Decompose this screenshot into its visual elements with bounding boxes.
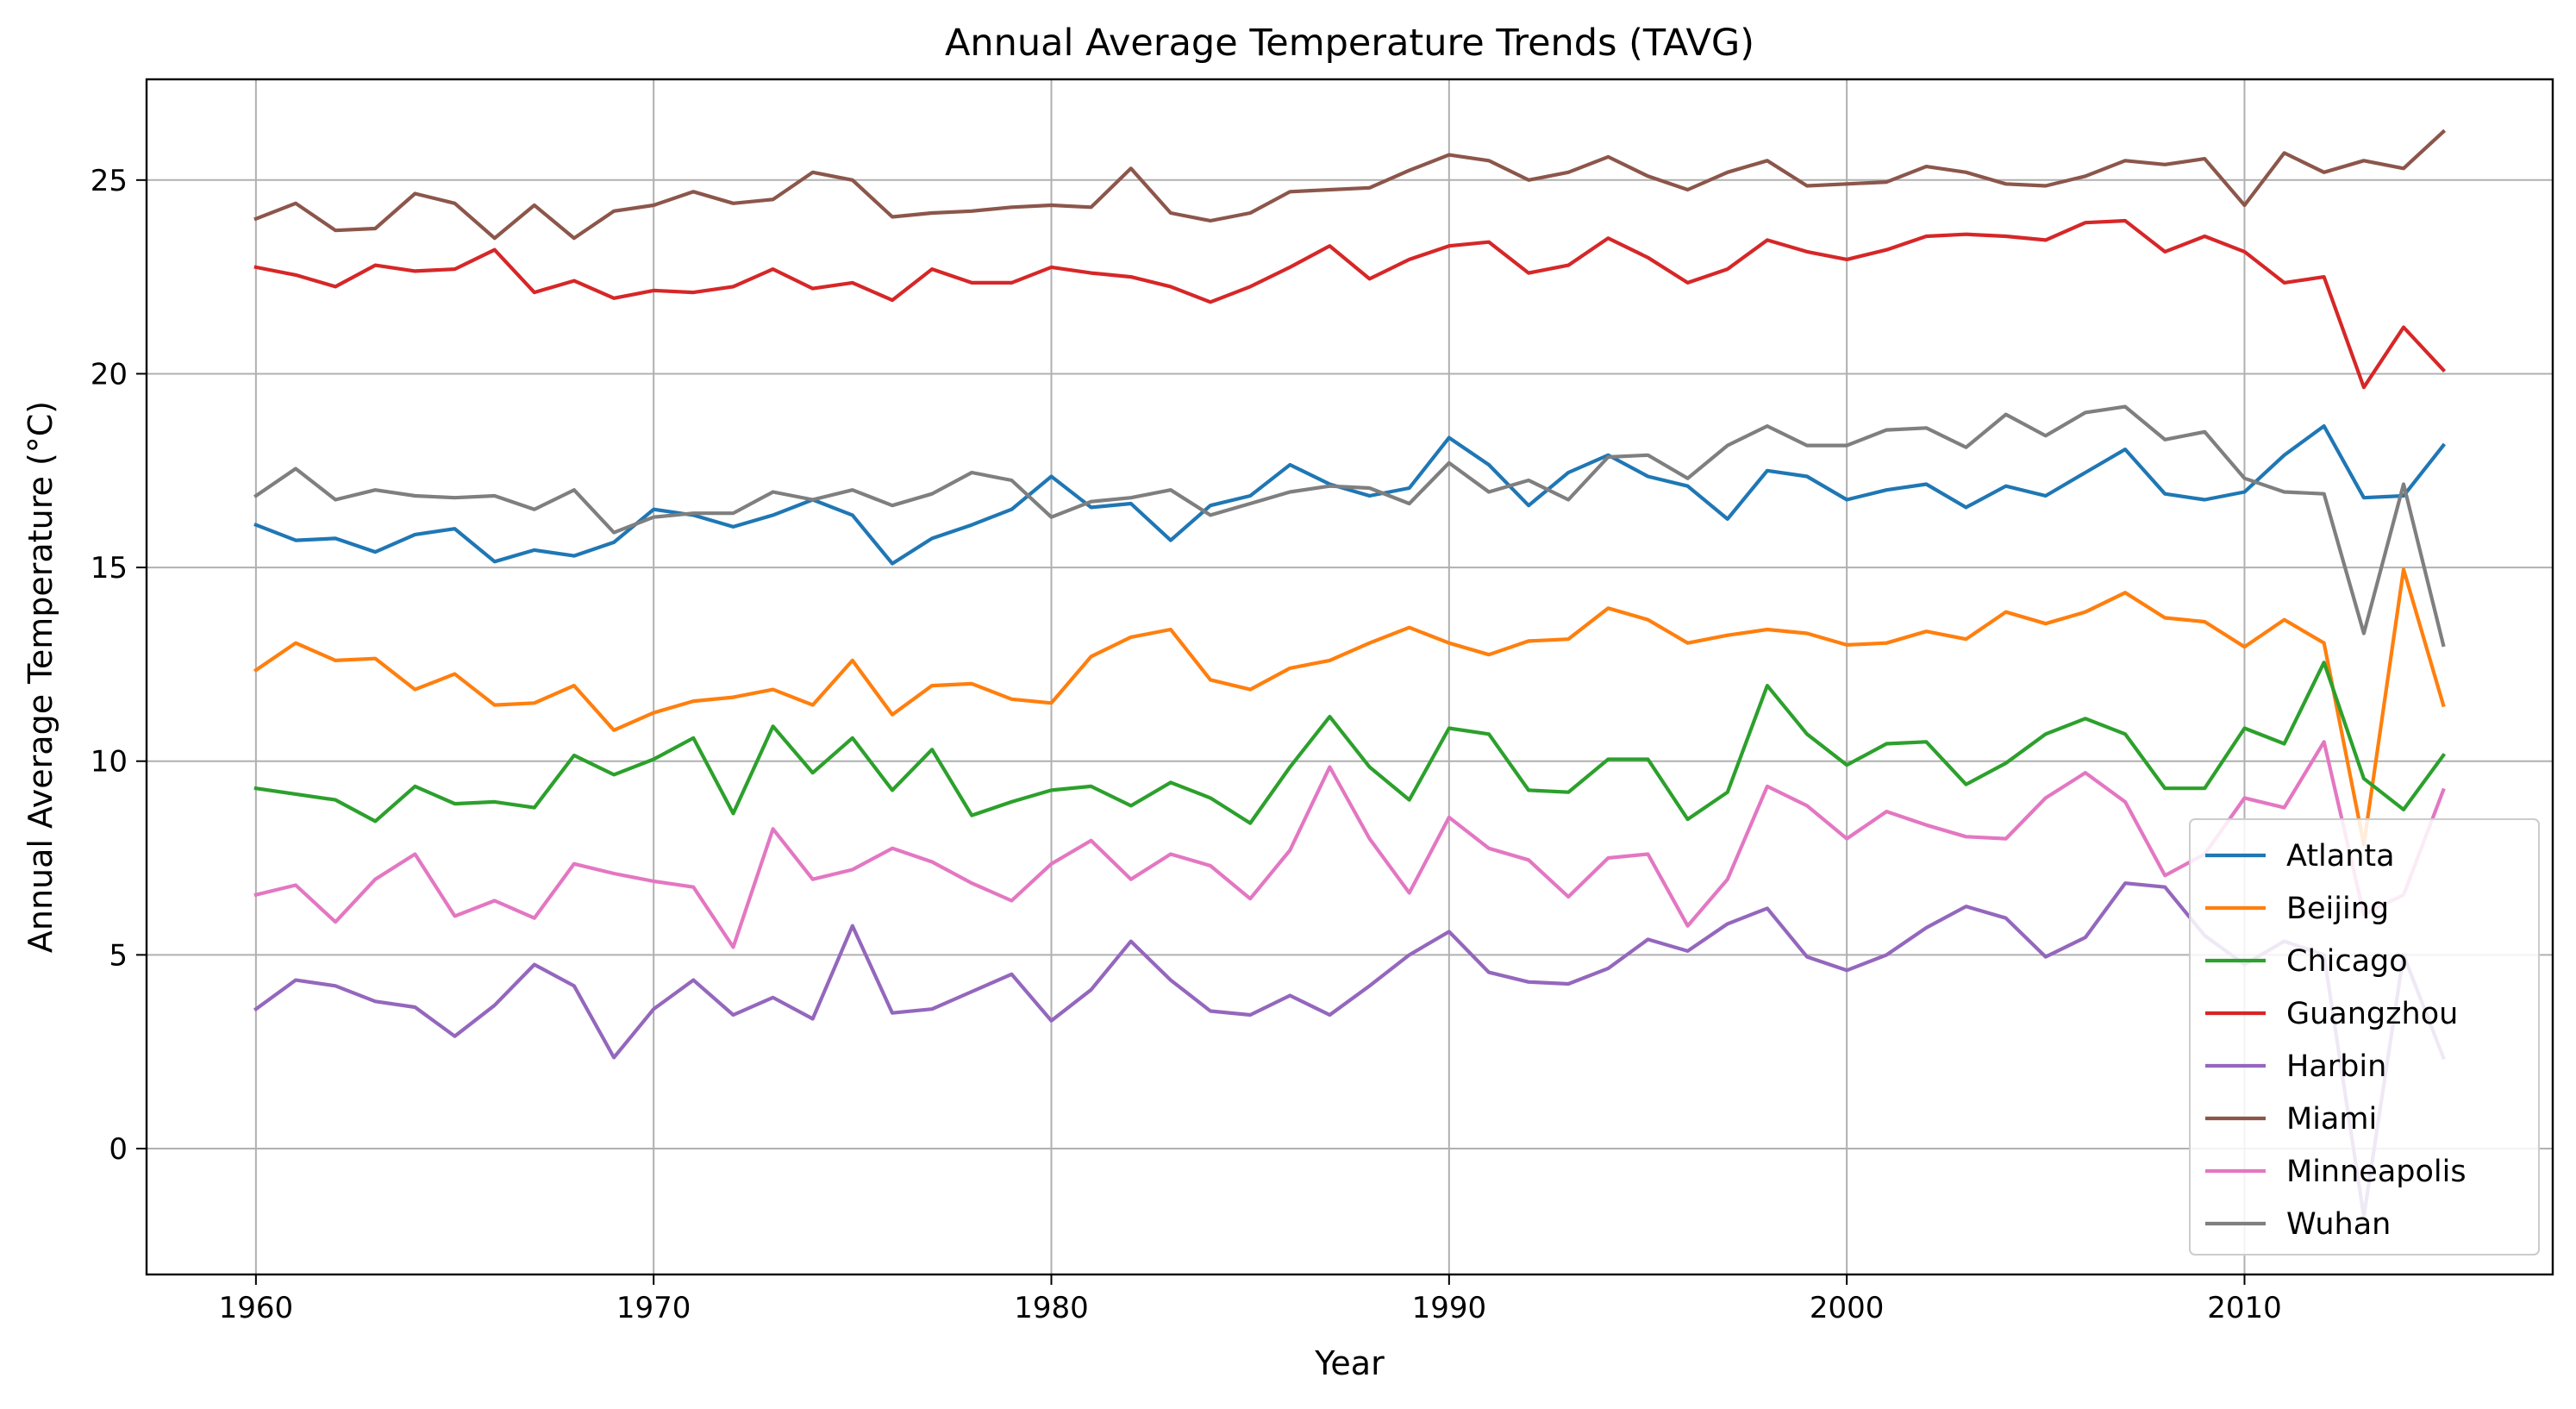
series-line-chicago xyxy=(253,661,2447,825)
legend-label: Beijing xyxy=(2286,892,2389,926)
y-tick-label: 5 xyxy=(109,938,128,973)
series-line-guangzhou xyxy=(253,218,2447,390)
legend-label: Miami xyxy=(2286,1102,2377,1137)
plot-frame xyxy=(145,78,2554,1276)
series-line-beijing xyxy=(253,567,2446,847)
y-tick-label: 15 xyxy=(91,551,128,586)
x-tick-label: 1990 xyxy=(1412,1291,1487,1325)
legend-box xyxy=(2189,818,2540,1256)
x-tick-label: 1970 xyxy=(616,1291,691,1325)
legend-label: Wuhan xyxy=(2286,1207,2391,1242)
series-line-wuhan xyxy=(253,404,2446,648)
x-axis-label: Year xyxy=(1314,1344,1385,1382)
y-axis-ticks: 0 5 10 15 20 25 xyxy=(91,164,147,1167)
legend: Atlanta Beijing Chicago Guangzhou Harbin Miam… xyxy=(2189,818,2540,1256)
y-axis-label: Annual Average Temperature (°C) xyxy=(22,401,59,953)
y-tick-label: 0 xyxy=(109,1132,128,1167)
series-line-harbin xyxy=(253,881,2446,1218)
x-tick-label: 2000 xyxy=(1810,1291,1885,1325)
legend-label: Harbin xyxy=(2286,1049,2386,1084)
series-line-atlanta xyxy=(253,424,2447,566)
legend-label: Guangzhou xyxy=(2286,997,2458,1031)
y-tick-label: 25 xyxy=(91,164,128,198)
chart-title: Annual Average Temperature Trends (TAVG) xyxy=(945,22,1754,65)
x-tick-label: 1960 xyxy=(219,1291,294,1325)
x-tick-label: 1980 xyxy=(1014,1291,1089,1325)
y-tick-label: 10 xyxy=(91,745,128,780)
series-line-miami xyxy=(253,128,2447,241)
series-lines xyxy=(253,128,2447,1218)
series-line-minneapolis xyxy=(253,740,2446,949)
y-gridlines xyxy=(147,178,2553,1149)
legend-label: Chicago xyxy=(2286,944,2408,979)
y-tick-label: 20 xyxy=(91,357,128,391)
x-axis-ticks: 1960 1970 1980 1990 2000 2010 xyxy=(219,1274,2282,1325)
legend-label: Atlanta xyxy=(2286,839,2395,874)
legend-label: Minneapolis xyxy=(2286,1155,2467,1189)
x-tick-label: 2010 xyxy=(2207,1291,2282,1325)
